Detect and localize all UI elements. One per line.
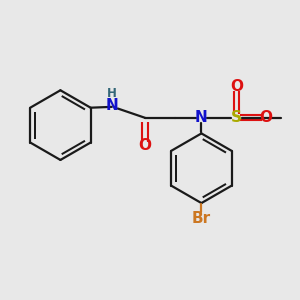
Text: O: O — [230, 80, 243, 94]
Text: H: H — [107, 87, 117, 100]
Text: N: N — [106, 98, 118, 113]
Text: Br: Br — [192, 211, 211, 226]
Text: N: N — [195, 110, 208, 125]
Text: S: S — [231, 110, 242, 125]
Text: O: O — [260, 110, 273, 125]
Text: O: O — [139, 138, 152, 153]
